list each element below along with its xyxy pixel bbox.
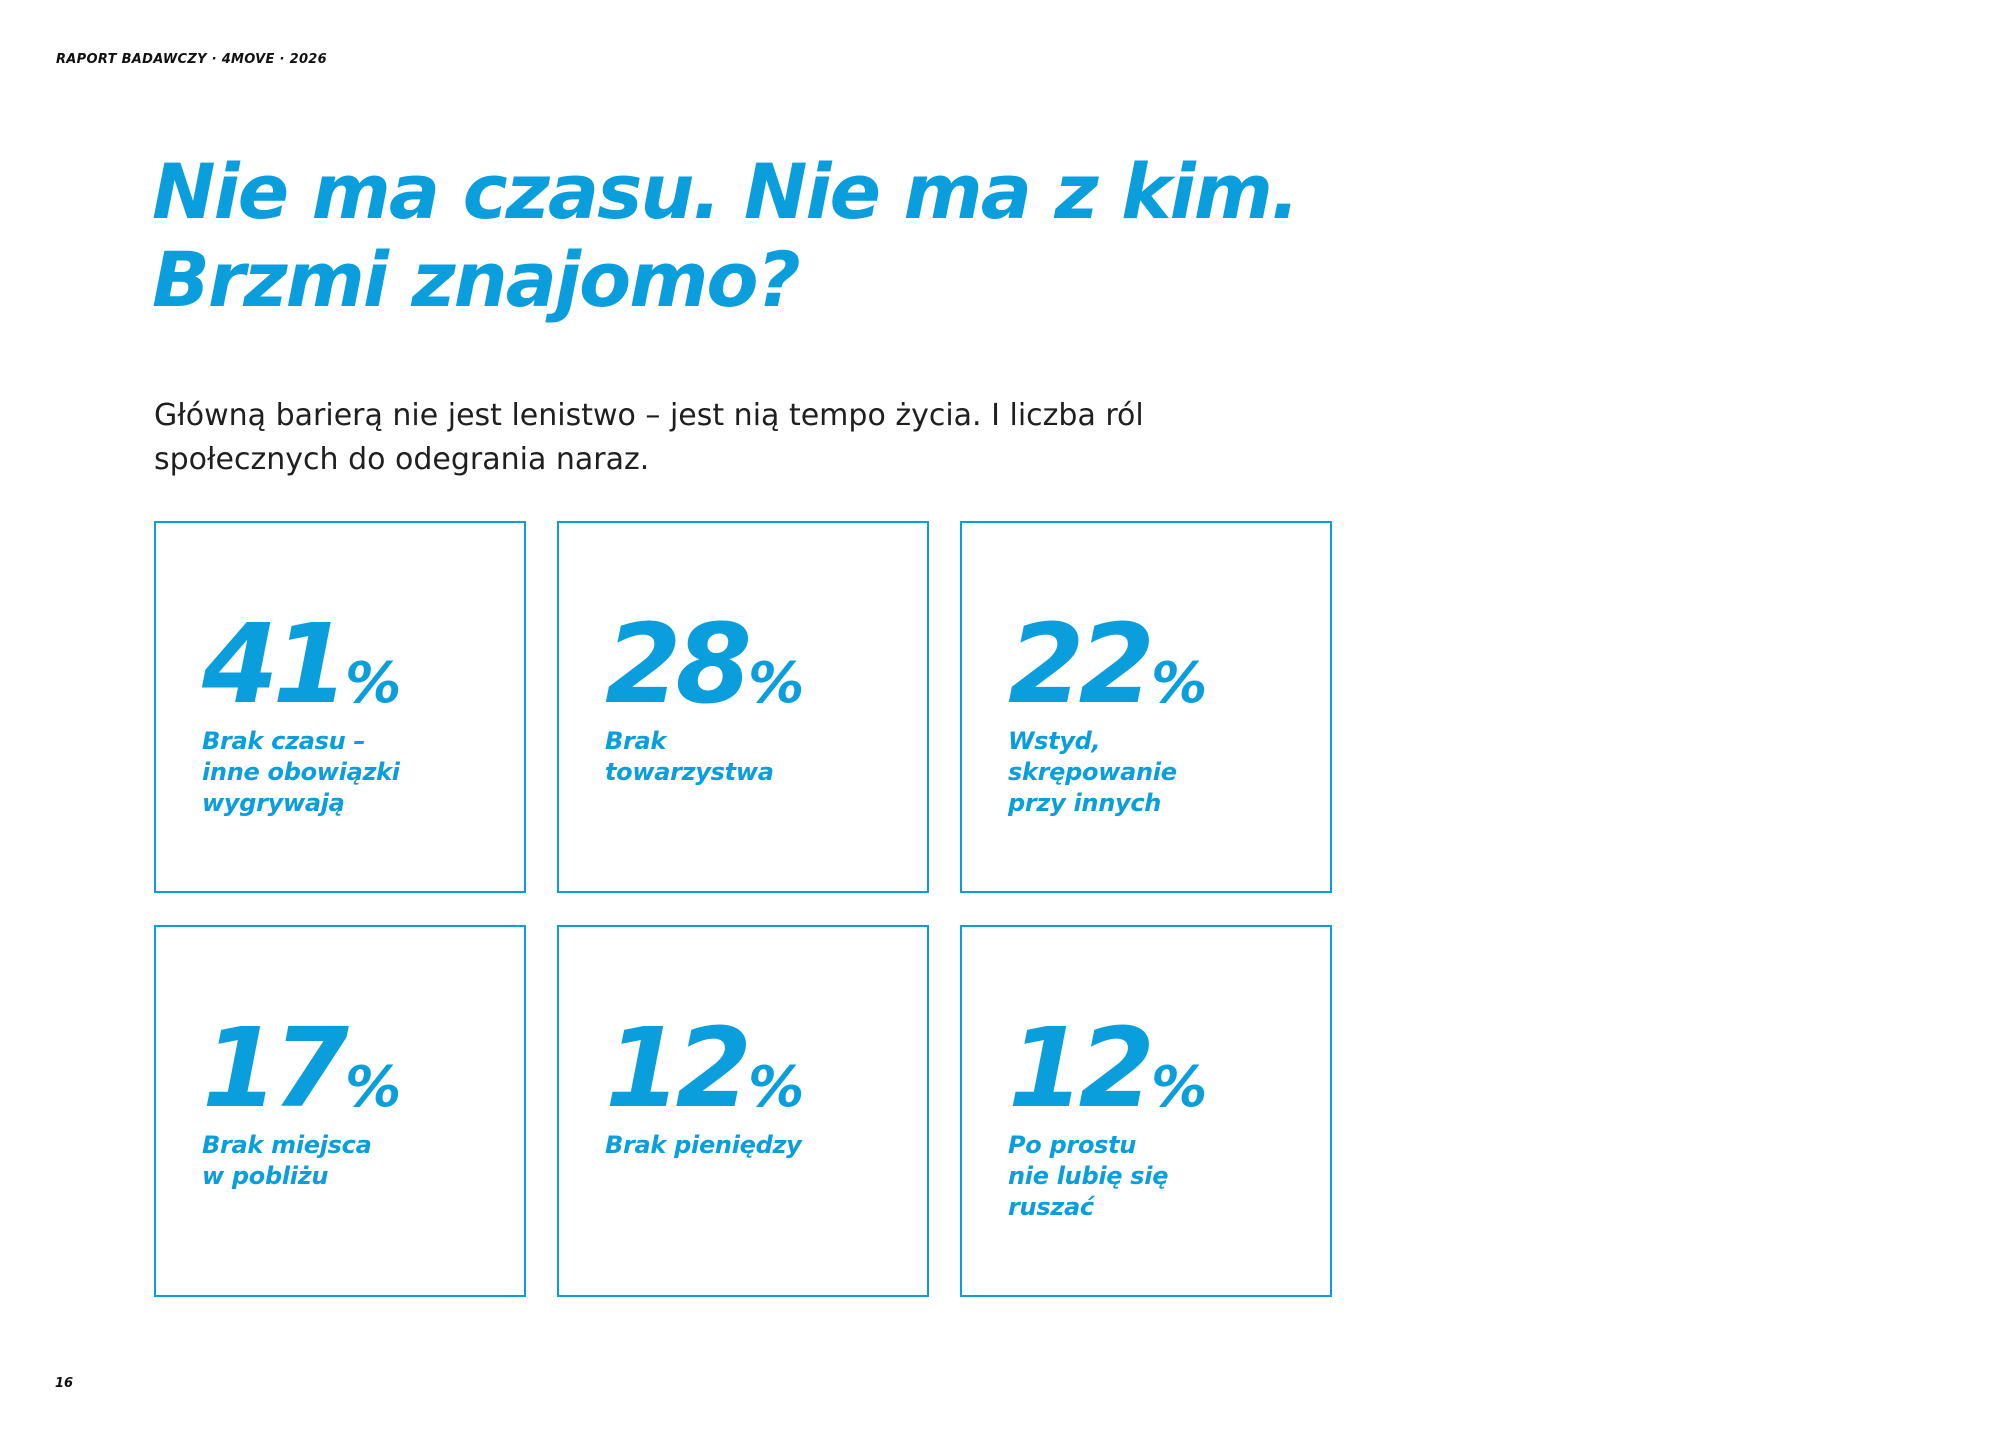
lead-paragraph: Główną barierą nie jest lenistwo – jest … (154, 394, 1154, 482)
stat-card-no-money: 12% Brak pieniędzy (557, 925, 929, 1297)
stat-number: 12 (605, 1004, 752, 1132)
stat-value: 22% (1008, 609, 1207, 719)
stat-label-line: ruszać (1008, 1193, 1094, 1221)
stat-unit: % (748, 651, 805, 716)
stat-label: Brak czasu – inne obowiązki wygrywają (202, 726, 400, 819)
lead-line-1: Główną barierą nie jest lenistwo – jest … (154, 398, 1144, 433)
stat-label-line: w pobliżu (202, 1162, 329, 1190)
stat-label-line: wygrywają (202, 789, 345, 817)
stat-label-line: Po prostu (1008, 1131, 1137, 1159)
stat-card-dislike-moving: 12% Po prostu nie lubię się ruszać (960, 925, 1332, 1297)
stat-number: 22 (1008, 600, 1155, 728)
stat-value: 28% (605, 609, 804, 719)
stat-value: 12% (605, 1013, 804, 1123)
page-number: 16 (55, 1376, 74, 1391)
stat-label: Po prostu nie lubię się ruszać (1008, 1130, 1168, 1223)
stat-value: 12% (1008, 1013, 1207, 1123)
stat-label-line: przy innych (1008, 789, 1162, 817)
stat-number: 12 (1008, 1004, 1155, 1132)
stat-card-no-company: 28% Brak towarzystwa (557, 521, 929, 893)
stat-unit: % (748, 1055, 805, 1120)
header-label: RAPORT BADAWCZY · 4MOVE · 2026 (56, 52, 327, 67)
stat-label: Brak miejsca w pobliżu (202, 1130, 372, 1192)
stat-label-line: Brak miejsca (202, 1131, 372, 1159)
stat-label-line: Brak czasu – (202, 727, 366, 755)
stat-value: 17% (202, 1013, 401, 1123)
stat-unit: % (1151, 651, 1208, 716)
stat-label-line: Brak pieniędzy (605, 1131, 802, 1159)
stat-label: Brak towarzystwa (605, 726, 774, 788)
stat-number: 41 (202, 600, 349, 728)
stat-number: 28 (605, 600, 752, 728)
page-title-line-2: Brzmi znajomo? (152, 235, 801, 324)
stat-card-no-place: 17% Brak miejsca w pobliżu (154, 925, 526, 1297)
lead-line-2: społecznych do odegrania naraz. (154, 442, 650, 477)
stat-card-shame: 22% Wstyd, skrępowanie przy innych (960, 521, 1332, 893)
stat-unit: % (345, 651, 402, 716)
stat-unit: % (1151, 1055, 1208, 1120)
stat-label-line: nie lubię się (1008, 1162, 1169, 1190)
stat-label-line: Wstyd, (1008, 727, 1101, 755)
stat-unit: % (345, 1055, 402, 1120)
page-title-line-1: Nie ma czasu. Nie ma z kim. (152, 147, 1300, 236)
stat-number: 17 (202, 1004, 349, 1132)
stat-label: Brak pieniędzy (605, 1130, 802, 1161)
stat-label: Wstyd, skrępowanie przy innych (1008, 726, 1177, 819)
stat-label-line: skrępowanie (1008, 758, 1177, 786)
stats-grid: 41% Brak czasu – inne obowiązki wygrywaj… (154, 521, 1332, 1297)
stat-value: 41% (202, 609, 401, 719)
page-title: Nie ma czasu. Nie ma z kim. Brzmi znajom… (152, 147, 1300, 324)
stat-label-line: inne obowiązki (202, 758, 400, 786)
stat-card-no-time: 41% Brak czasu – inne obowiązki wygrywaj… (154, 521, 526, 893)
stat-label-line: Brak (605, 727, 667, 755)
stat-label-line: towarzystwa (605, 758, 774, 786)
